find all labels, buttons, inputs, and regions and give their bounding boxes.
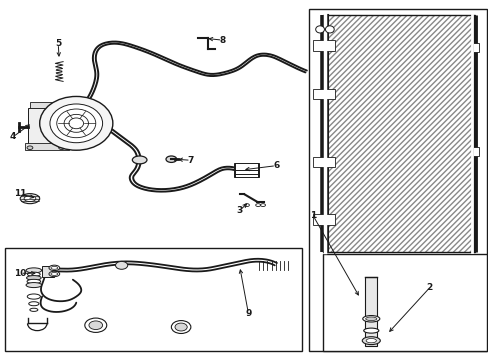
Text: 2: 2 bbox=[426, 283, 432, 292]
Circle shape bbox=[64, 114, 88, 132]
Ellipse shape bbox=[51, 273, 58, 275]
Ellipse shape bbox=[27, 146, 33, 149]
Ellipse shape bbox=[27, 272, 40, 276]
Ellipse shape bbox=[27, 279, 41, 284]
Bar bbox=[308, 9, 487, 351]
Ellipse shape bbox=[255, 204, 260, 207]
Text: 1: 1 bbox=[309, 211, 316, 220]
Ellipse shape bbox=[362, 337, 380, 345]
Bar bbox=[365, 277, 377, 346]
Ellipse shape bbox=[362, 316, 379, 322]
Bar bbox=[234, 163, 258, 177]
Ellipse shape bbox=[244, 204, 249, 207]
Text: 11: 11 bbox=[14, 189, 26, 198]
Ellipse shape bbox=[115, 261, 127, 269]
Ellipse shape bbox=[30, 308, 38, 311]
Ellipse shape bbox=[26, 275, 41, 280]
Ellipse shape bbox=[325, 26, 333, 33]
Bar bbox=[472, 43, 478, 52]
Circle shape bbox=[69, 118, 83, 129]
Text: 4: 4 bbox=[10, 132, 16, 141]
Bar bbox=[322, 15, 474, 252]
Bar bbox=[312, 40, 334, 51]
Ellipse shape bbox=[27, 294, 41, 299]
Circle shape bbox=[50, 104, 102, 143]
Ellipse shape bbox=[260, 204, 265, 207]
Ellipse shape bbox=[26, 283, 41, 288]
Bar bbox=[472, 147, 478, 156]
Bar bbox=[312, 157, 334, 167]
Ellipse shape bbox=[51, 266, 58, 269]
Bar bbox=[312, 214, 334, 225]
Text: 7: 7 bbox=[187, 156, 194, 165]
Text: 6: 6 bbox=[272, 161, 279, 170]
Ellipse shape bbox=[49, 271, 60, 276]
Ellipse shape bbox=[26, 268, 41, 273]
Bar bbox=[322, 15, 474, 252]
Ellipse shape bbox=[84, 318, 106, 332]
Ellipse shape bbox=[24, 196, 36, 202]
Ellipse shape bbox=[315, 26, 324, 33]
Bar bbox=[25, 143, 69, 149]
Bar bbox=[322, 15, 474, 252]
Ellipse shape bbox=[175, 323, 187, 331]
Text: 10: 10 bbox=[14, 269, 26, 278]
Bar bbox=[322, 253, 487, 351]
Text: 5: 5 bbox=[55, 39, 61, 48]
Ellipse shape bbox=[29, 302, 39, 306]
Ellipse shape bbox=[132, 156, 147, 164]
Ellipse shape bbox=[171, 320, 190, 333]
Ellipse shape bbox=[366, 338, 376, 343]
Ellipse shape bbox=[365, 317, 376, 320]
Text: 3: 3 bbox=[236, 206, 242, 215]
Bar bbox=[27, 108, 64, 144]
Ellipse shape bbox=[20, 194, 40, 204]
Text: 9: 9 bbox=[244, 309, 251, 318]
Ellipse shape bbox=[363, 328, 378, 333]
Ellipse shape bbox=[49, 265, 60, 271]
Bar bbox=[312, 89, 334, 99]
Bar bbox=[4, 248, 302, 351]
Bar bbox=[30, 102, 59, 108]
Ellipse shape bbox=[165, 156, 176, 162]
Ellipse shape bbox=[59, 146, 64, 149]
Circle shape bbox=[57, 109, 96, 138]
Bar bbox=[42, 266, 54, 277]
Circle shape bbox=[40, 96, 113, 150]
Text: 8: 8 bbox=[219, 36, 225, 45]
Ellipse shape bbox=[89, 321, 102, 329]
